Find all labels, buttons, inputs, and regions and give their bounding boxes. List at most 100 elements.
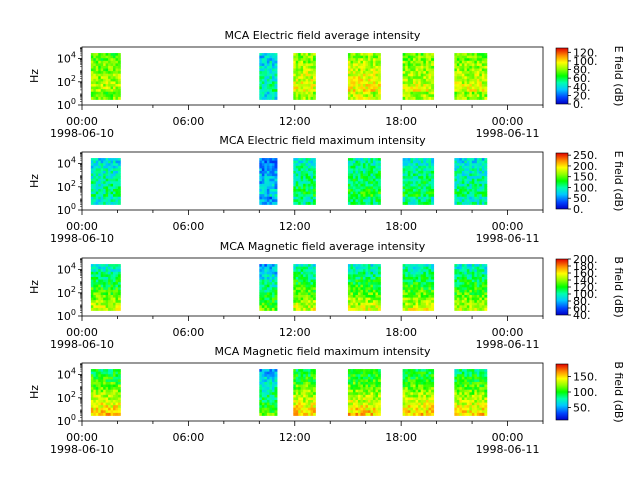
spectrogram-cell xyxy=(360,302,364,306)
spectrogram-cell xyxy=(481,81,485,85)
spectrogram-cell xyxy=(365,176,369,180)
spectrogram-cell xyxy=(412,292,416,296)
spectrogram-cell xyxy=(308,400,311,403)
spectrogram-cell xyxy=(115,279,119,283)
spectrogram-cell xyxy=(428,58,432,62)
spectrogram-cell xyxy=(312,379,316,383)
spectrogram-cell xyxy=(367,63,371,67)
spectrogram-cell xyxy=(93,173,97,177)
spectrogram-cell xyxy=(420,379,424,383)
spectrogram-cell xyxy=(431,271,435,275)
spectrogram-cell xyxy=(310,173,314,177)
spectrogram-cell xyxy=(367,394,371,398)
colorbar-tick-label: 100. xyxy=(573,55,598,68)
spectrogram-cell xyxy=(372,78,376,82)
spectrogram-cell xyxy=(454,71,458,75)
spectrogram-cell xyxy=(471,173,475,177)
spectrogram-cell xyxy=(274,397,278,401)
spectrogram-cell xyxy=(466,287,470,291)
spectrogram-cell xyxy=(103,81,107,85)
spectrogram-cell xyxy=(418,274,422,278)
spectrogram-cell xyxy=(350,186,354,190)
spectrogram-cell xyxy=(461,305,465,309)
spectrogram-cell xyxy=(474,191,478,195)
spectrogram-cell xyxy=(295,196,299,200)
spectrogram-cell xyxy=(93,96,97,100)
spectrogram-cell xyxy=(303,199,306,203)
spectrogram-cell xyxy=(308,68,311,72)
spectrogram-cell xyxy=(271,287,275,291)
spectrogram-cell xyxy=(355,302,359,306)
spectrogram-cell xyxy=(412,53,416,57)
spectrogram-cell xyxy=(269,168,273,172)
spectrogram-cell xyxy=(410,189,414,192)
spectrogram-cell xyxy=(117,168,121,172)
spectrogram-cell xyxy=(431,173,435,177)
spectrogram-cell xyxy=(402,389,406,393)
spectrogram-cell xyxy=(98,276,102,280)
colorbar-label: E field (dB) xyxy=(612,151,625,212)
spectrogram-cell xyxy=(90,279,94,283)
spectrogram-cell xyxy=(108,376,111,380)
spectrogram-cell xyxy=(300,73,304,77)
spectrogram-cell xyxy=(295,297,299,301)
spectrogram-cell xyxy=(261,371,265,375)
spectrogram-cell xyxy=(365,201,369,205)
spectrogram-cell xyxy=(464,264,468,268)
spectrogram-cell xyxy=(105,287,109,291)
spectrogram-cell xyxy=(459,297,463,301)
spectrogram-cell xyxy=(295,289,299,293)
spectrogram-cell xyxy=(481,196,485,200)
data-interval-4 xyxy=(347,369,381,416)
spectrogram-cell xyxy=(350,76,354,80)
spectrogram-cell xyxy=(93,295,97,298)
spectrogram-cell xyxy=(476,389,480,393)
spectrogram-cell xyxy=(425,196,429,200)
spectrogram-cell xyxy=(100,374,104,378)
spectrogram-cell xyxy=(100,284,104,288)
spectrogram-cell xyxy=(271,189,275,192)
spectrogram-cell xyxy=(115,384,119,388)
spectrogram-cell xyxy=(407,402,411,406)
spectrogram-cell xyxy=(310,410,314,414)
spectrogram-cell xyxy=(456,84,460,87)
spectrogram-cell xyxy=(295,392,299,396)
spectrogram-cell xyxy=(471,381,475,385)
spectrogram-cell xyxy=(420,282,424,286)
spectrogram-cell xyxy=(377,307,381,311)
spectrogram-cell xyxy=(410,78,414,82)
spectrogram-cell xyxy=(259,305,263,309)
spectrogram-cell xyxy=(352,163,356,167)
spectrogram-cell xyxy=(362,76,366,80)
spectrogram-cell xyxy=(454,63,458,67)
spectrogram-cell xyxy=(471,402,475,406)
spectrogram-cell xyxy=(428,397,432,401)
spectrogram-cell xyxy=(108,58,111,62)
spectrogram-cell xyxy=(454,264,458,268)
spectrogram-cell xyxy=(310,369,314,373)
spectrogram-cell xyxy=(310,81,314,85)
spectrogram-cell xyxy=(471,73,475,77)
spectrogram-cell xyxy=(350,199,354,203)
spectrogram-cell xyxy=(402,55,406,59)
spectrogram-cell xyxy=(117,302,121,306)
spectrogram-cell xyxy=(370,194,374,198)
spectrogram-cell xyxy=(365,170,369,174)
spectrogram-cell xyxy=(271,55,275,59)
spectrogram-cell xyxy=(415,287,419,291)
spectrogram-cell xyxy=(350,292,354,296)
spectrogram-cell xyxy=(479,181,483,185)
spectrogram-cell xyxy=(466,402,470,406)
spectrogram-cell xyxy=(407,201,411,205)
spectrogram-cell xyxy=(300,266,304,270)
spectrogram-cell xyxy=(405,266,409,270)
spectrogram-cell xyxy=(405,371,409,375)
spectrogram-cell xyxy=(269,389,273,393)
spectrogram-cell xyxy=(305,295,309,298)
spectrogram-cell xyxy=(110,196,114,200)
spectrogram-cell xyxy=(372,276,376,280)
spectrogram-cell xyxy=(269,410,273,414)
spectrogram-cell xyxy=(105,269,109,273)
spectrogram-cell xyxy=(476,412,480,416)
spectrogram-cell xyxy=(115,410,119,414)
